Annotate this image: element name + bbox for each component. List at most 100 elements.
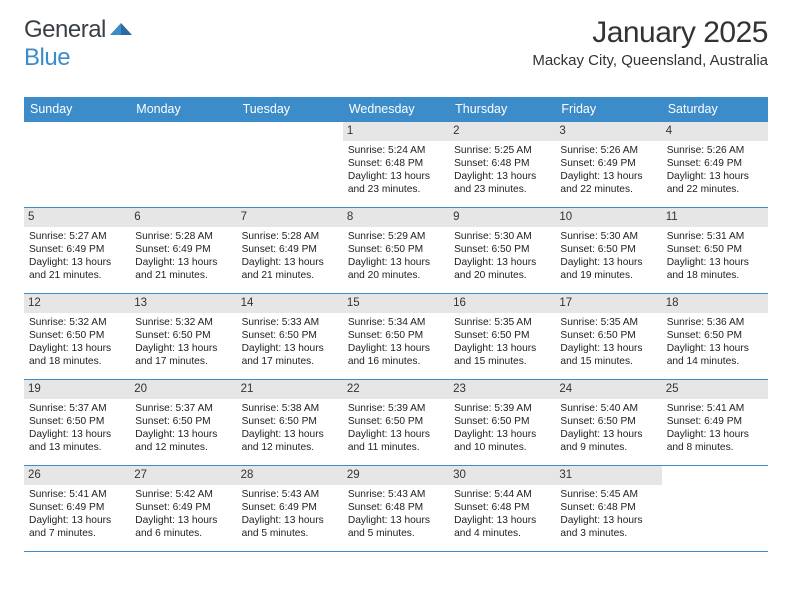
day-details: Sunrise: 5:43 AM Sunset: 6:48 PM Dayligh… (348, 488, 444, 540)
day-cell: 20Sunrise: 5:37 AM Sunset: 6:50 PM Dayli… (130, 380, 236, 465)
day-cell: 5 Sunrise: 5:27 AM Sunset: 6:49 PM Daylig… (24, 208, 130, 293)
day-cell: 8 Sunrise: 5:29 AM Sunset: 6:50 PM Daylig… (343, 208, 449, 293)
day-number: 25 (662, 380, 768, 399)
month-title: January 2025 (532, 16, 768, 50)
day-number: 5 (24, 208, 130, 227)
day-cell: 17 Sunrise: 5:35 AM Sunset: 6:50 PM Dayli… (555, 294, 661, 379)
day-number: 6 (130, 208, 236, 227)
day-details: Sunrise: 5:32 AM Sunset: 6:50 PM Dayligh… (29, 316, 125, 368)
title-block: January 2025 Mackay City, Queensland, Au… (532, 16, 768, 69)
weekday-header: Thursday (449, 97, 555, 122)
day-cell: 11Sunrise: 5:31 AM Sunset: 6:50 PM Dayli… (662, 208, 768, 293)
weekday-header: Tuesday (237, 97, 343, 122)
day-details: Sunrise: 5:38 AM Sunset: 6:50 PM Dayligh… (242, 402, 338, 454)
day-number: 10 (555, 208, 661, 227)
day-details: Sunrise: 5:39 AM Sunset: 6:50 PM Dayligh… (454, 402, 550, 454)
day-cell: 7 Sunrise: 5:28 AM Sunset: 6:49 PM Daylig… (237, 208, 343, 293)
day-number: 17 (555, 294, 661, 313)
day-cell: 18 Sunrise: 5:36 AM Sunset: 6:50 PM Dayli… (662, 294, 768, 379)
week-row: 12 Sunrise: 5:32 AM Sunset: 6:50 PM Dayli… (24, 294, 768, 380)
day-cell: 9Sunrise: 5:30 AM Sunset: 6:50 PM Daylig… (449, 208, 555, 293)
day-number: 3 (555, 122, 661, 141)
day-details: Sunrise: 5:25 AM Sunset: 6:48 PM Dayligh… (454, 144, 550, 196)
logo-word-2: Blue (24, 44, 70, 71)
day-number: 13 (130, 294, 236, 313)
day-number: 1 (343, 122, 449, 141)
day-number: 19 (24, 380, 130, 399)
day-number: 23 (449, 380, 555, 399)
logo: General (24, 16, 134, 44)
day-number: 14 (237, 294, 343, 313)
day-cell: 4 Sunrise: 5:26 AM Sunset: 6:49 PM Daylig… (662, 122, 768, 207)
day-details: Sunrise: 5:45 AM Sunset: 6:48 PM Dayligh… (560, 488, 656, 540)
logo-second-line: Blue (24, 44, 70, 72)
day-details: Sunrise: 5:35 AM Sunset: 6:50 PM Dayligh… (560, 316, 656, 368)
day-cell: 19 Sunrise: 5:37 AM Sunset: 6:50 PM Dayli… (24, 380, 130, 465)
day-cell: 12 Sunrise: 5:32 AM Sunset: 6:50 PM Dayli… (24, 294, 130, 379)
day-details: Sunrise: 5:37 AM Sunset: 6:50 PM Dayligh… (135, 402, 231, 454)
calendar: SundayMondayTuesdayWednesdayThursdayFrid… (24, 97, 768, 552)
day-details: Sunrise: 5:41 AM Sunset: 6:49 PM Dayligh… (667, 402, 763, 454)
day-number: 12 (24, 294, 130, 313)
day-number: 22 (343, 380, 449, 399)
day-details: Sunrise: 5:29 AM Sunset: 6:50 PM Dayligh… (348, 230, 444, 282)
day-number: 26 (24, 466, 130, 485)
day-number: 21 (237, 380, 343, 399)
day-details: Sunrise: 5:30 AM Sunset: 6:50 PM Dayligh… (454, 230, 550, 282)
day-cell: 6Sunrise: 5:28 AM Sunset: 6:49 PM Daylig… (130, 208, 236, 293)
day-number: 8 (343, 208, 449, 227)
day-number: 31 (555, 466, 661, 485)
day-number: 28 (237, 466, 343, 485)
day-cell: 23 Sunrise: 5:39 AM Sunset: 6:50 PM Dayli… (449, 380, 555, 465)
day-number: 7 (237, 208, 343, 227)
day-details: Sunrise: 5:28 AM Sunset: 6:49 PM Dayligh… (242, 230, 338, 282)
day-cell: 26 Sunrise: 5:41 AM Sunset: 6:49 PM Dayli… (24, 466, 130, 551)
day-details: Sunrise: 5:36 AM Sunset: 6:50 PM Dayligh… (667, 316, 763, 368)
day-cell: 27Sunrise: 5:42 AM Sunset: 6:49 PM Dayli… (130, 466, 236, 551)
day-number: 16 (449, 294, 555, 313)
day-details: Sunrise: 5:24 AM Sunset: 6:48 PM Dayligh… (348, 144, 444, 196)
day-number: 15 (343, 294, 449, 313)
day-details: Sunrise: 5:27 AM Sunset: 6:49 PM Dayligh… (29, 230, 125, 282)
day-details: Sunrise: 5:33 AM Sunset: 6:50 PM Dayligh… (242, 316, 338, 368)
day-cell: 30 Sunrise: 5:44 AM Sunset: 6:48 PM Dayli… (449, 466, 555, 551)
day-cell: 1 Sunrise: 5:24 AM Sunset: 6:48 PM Daylig… (343, 122, 449, 207)
day-details: Sunrise: 5:37 AM Sunset: 6:50 PM Dayligh… (29, 402, 125, 454)
day-details: Sunrise: 5:44 AM Sunset: 6:48 PM Dayligh… (454, 488, 550, 540)
day-cell: 10Sunrise: 5:30 AM Sunset: 6:50 PM Dayli… (555, 208, 661, 293)
day-cell: 24 Sunrise: 5:40 AM Sunset: 6:50 PM Dayli… (555, 380, 661, 465)
day-details: Sunrise: 5:31 AM Sunset: 6:50 PM Dayligh… (667, 230, 763, 282)
day-details: Sunrise: 5:34 AM Sunset: 6:50 PM Dayligh… (348, 316, 444, 368)
weekday-header: Saturday (662, 97, 768, 122)
day-number: 30 (449, 466, 555, 485)
weekday-header: Friday (555, 97, 661, 122)
day-details: Sunrise: 5:41 AM Sunset: 6:49 PM Dayligh… (29, 488, 125, 540)
day-cell: 21 Sunrise: 5:38 AM Sunset: 6:50 PM Dayli… (237, 380, 343, 465)
day-details: Sunrise: 5:40 AM Sunset: 6:50 PM Dayligh… (560, 402, 656, 454)
weekday-header: Monday (130, 97, 236, 122)
weeks-container: 1 Sunrise: 5:24 AM Sunset: 6:48 PM Daylig… (24, 122, 768, 552)
day-cell: 25 Sunrise: 5:41 AM Sunset: 6:49 PM Dayli… (662, 380, 768, 465)
day-cell (237, 122, 343, 207)
week-row: 1 Sunrise: 5:24 AM Sunset: 6:48 PM Daylig… (24, 122, 768, 208)
day-cell: 22Sunrise: 5:39 AM Sunset: 6:50 PM Dayli… (343, 380, 449, 465)
week-row: 26 Sunrise: 5:41 AM Sunset: 6:49 PM Dayli… (24, 466, 768, 552)
day-number: 4 (662, 122, 768, 141)
day-cell: 16 Sunrise: 5:35 AM Sunset: 6:50 PM Dayli… (449, 294, 555, 379)
day-cell: 13Sunrise: 5:32 AM Sunset: 6:50 PM Dayli… (130, 294, 236, 379)
day-details: Sunrise: 5:26 AM Sunset: 6:49 PM Dayligh… (667, 144, 763, 196)
day-number: 18 (662, 294, 768, 313)
day-cell: 29 Sunrise: 5:43 AM Sunset: 6:48 PM Dayli… (343, 466, 449, 551)
weekday-header: Wednesday (343, 97, 449, 122)
day-details: Sunrise: 5:42 AM Sunset: 6:49 PM Dayligh… (135, 488, 231, 540)
day-cell: 31 Sunrise: 5:45 AM Sunset: 6:48 PM Dayli… (555, 466, 661, 551)
week-row: 5 Sunrise: 5:27 AM Sunset: 6:49 PM Daylig… (24, 208, 768, 294)
day-number: 24 (555, 380, 661, 399)
weekday-header: Sunday (24, 97, 130, 122)
day-details: Sunrise: 5:26 AM Sunset: 6:49 PM Dayligh… (560, 144, 656, 196)
day-details: Sunrise: 5:35 AM Sunset: 6:50 PM Dayligh… (454, 316, 550, 368)
day-cell (662, 466, 768, 551)
day-number: 29 (343, 466, 449, 485)
day-cell: 3 Sunrise: 5:26 AM Sunset: 6:49 PM Daylig… (555, 122, 661, 207)
day-cell: 14 Sunrise: 5:33 AM Sunset: 6:50 PM Dayli… (237, 294, 343, 379)
